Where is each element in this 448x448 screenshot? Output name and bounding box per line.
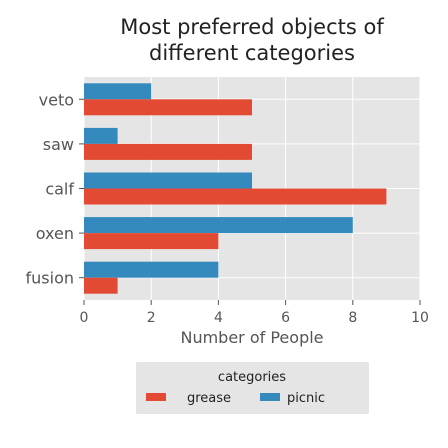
legend-label-picnic: picnic xyxy=(287,391,325,406)
bar-fusion-grease xyxy=(84,277,118,294)
x-tick-label-0: 0 xyxy=(80,310,89,326)
y-tick-label-veto: veto xyxy=(39,90,74,109)
bar-calf-grease xyxy=(84,188,387,205)
x-tick-label-4: 8 xyxy=(348,310,357,326)
y-tick-label-oxen: oxen xyxy=(36,224,74,243)
chart-title-line-1: Most preferred objects of xyxy=(120,15,384,39)
x-axis-title: Number of People xyxy=(180,328,323,347)
bar-fusion-picnic xyxy=(84,261,219,278)
y-tick-label-calf: calf xyxy=(45,180,74,199)
bar-veto-grease xyxy=(84,99,252,116)
legend-title: categories xyxy=(218,370,286,385)
bar-saw-grease xyxy=(84,143,252,160)
bars-group xyxy=(84,83,387,294)
legend: categories grease picnic xyxy=(136,362,369,414)
bar-veto-picnic xyxy=(84,83,152,100)
legend-box xyxy=(136,362,369,414)
bar-oxen-grease xyxy=(84,233,219,250)
x-tick-label-2: 4 xyxy=(214,310,223,326)
x-ticks: 0 2 4 6 8 10 xyxy=(80,300,429,326)
y-ticks: veto saw calf oxen fusion xyxy=(26,90,84,288)
bar-oxen-picnic xyxy=(84,217,353,234)
x-tick-label-1: 2 xyxy=(147,310,156,326)
bar-calf-picnic xyxy=(84,172,252,189)
x-tick-label-5: 10 xyxy=(411,310,429,326)
y-tick-label-fusion: fusion xyxy=(26,269,74,288)
x-tick-label-3: 6 xyxy=(281,310,290,326)
y-tick-label-saw: saw xyxy=(43,135,74,154)
legend-swatch-picnic xyxy=(260,393,280,401)
legend-swatch-grease xyxy=(146,393,166,401)
chart-title-line-2: different categories xyxy=(149,41,355,65)
bar-saw-picnic xyxy=(84,127,118,144)
legend-label-grease: grease xyxy=(187,391,231,406)
